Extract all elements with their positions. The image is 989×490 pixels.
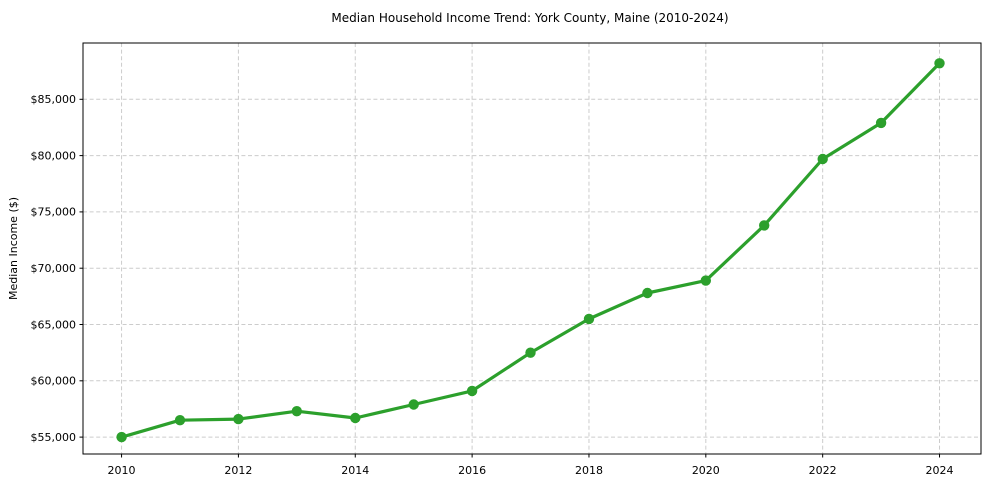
data-point bbox=[291, 406, 302, 417]
data-point bbox=[174, 415, 186, 426]
x-tick-label: 2012 bbox=[224, 464, 252, 477]
plot-area-border bbox=[82, 42, 982, 455]
data-point bbox=[875, 117, 887, 129]
data-point bbox=[466, 385, 478, 397]
data-point bbox=[233, 413, 244, 425]
y-tick-label: $60,000 bbox=[31, 375, 77, 388]
data-point bbox=[116, 431, 127, 443]
y-tick-label: $75,000 bbox=[31, 206, 77, 219]
data-point bbox=[700, 275, 711, 286]
x-tick-label: 2018 bbox=[575, 464, 603, 477]
x-tick-label: 2014 bbox=[341, 464, 369, 477]
data-point bbox=[817, 153, 828, 165]
data-points bbox=[116, 58, 945, 443]
y-tick-label: $80,000 bbox=[31, 149, 77, 162]
gridlines bbox=[83, 43, 981, 454]
data-point bbox=[525, 347, 536, 358]
x-tick-labels: 2010 2012 2014 2016 2018 2020 2022 2024 bbox=[108, 464, 954, 477]
x-tick-label: 2024 bbox=[926, 464, 954, 477]
x-tick-label: 2010 bbox=[108, 464, 136, 477]
data-point bbox=[642, 287, 653, 299]
data-point bbox=[583, 313, 595, 325]
x-tick-label: 2020 bbox=[692, 464, 720, 477]
axis-ticks bbox=[79, 98, 941, 458]
y-axis-label: Median Income ($) bbox=[7, 197, 20, 300]
y-tick-label: $55,000 bbox=[31, 431, 77, 444]
chart-title: Median Household Income Trend: York Coun… bbox=[331, 11, 728, 25]
data-point bbox=[350, 412, 361, 424]
y-tick-label: $85,000 bbox=[31, 93, 77, 106]
data-point bbox=[408, 399, 419, 410]
y-tick-label: $70,000 bbox=[31, 262, 77, 275]
x-tick-label: 2022 bbox=[809, 464, 837, 477]
x-tick-label: 2016 bbox=[458, 464, 486, 477]
y-tick-labels: $55,000 $60,000 $65,000 $70,000 $75,000 $80,0… bbox=[31, 93, 77, 444]
data-point bbox=[759, 220, 770, 231]
data-point bbox=[934, 58, 945, 69]
y-tick-label: $65,000 bbox=[31, 318, 77, 331]
